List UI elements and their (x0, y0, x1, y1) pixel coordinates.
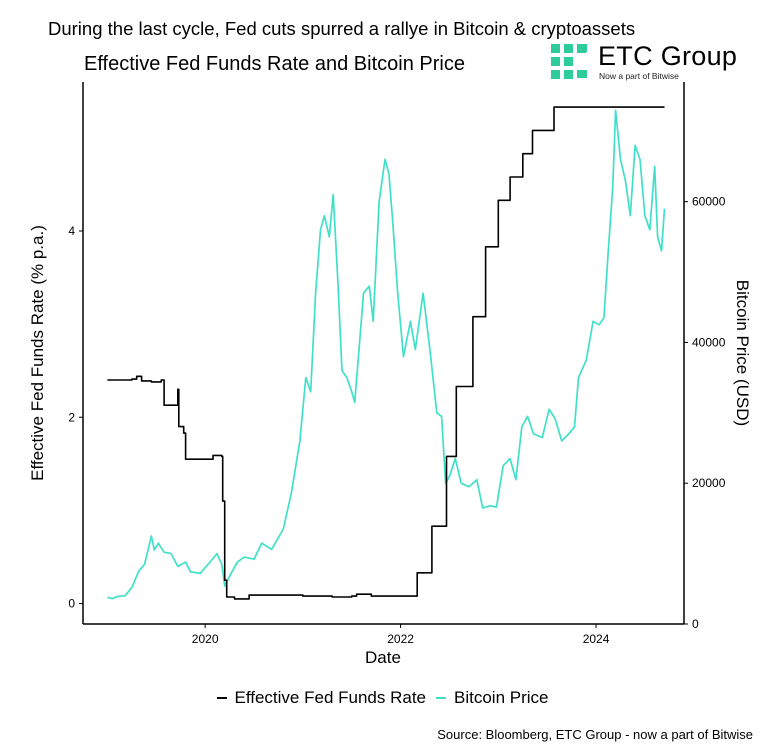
right-y-tick-label: 0 (692, 617, 699, 631)
chart-plot-area: 2020 2022 2024 0 2 4 0 20000 40000 60000 Effectiv… (28, 82, 752, 667)
chart-title: Effective Fed Funds Rate and Bitcoin Pri… (84, 53, 465, 75)
legend-item-fed: Effective Fed Funds Rate (216, 688, 427, 708)
etc-group-logo: ETC Group Now a part of Bitwise (551, 41, 761, 84)
legend-item-btc: Bitcoin Price (436, 688, 549, 708)
right-y-tick-label: 60000 (692, 195, 726, 209)
right-y-axis-label: Bitcoin Price (USD) (733, 280, 752, 426)
headline: During the last cycle, Fed cuts spurred … (48, 18, 636, 39)
source-note: Source: Bloomberg, ETC Group - now a par… (437, 727, 753, 742)
right-y-tick-label: 20000 (692, 476, 726, 490)
fed-funds-rate-line (107, 106, 665, 600)
logo-name: ETC Group (598, 41, 738, 71)
logo-tagline: Now a part of Bitwise (599, 71, 679, 81)
left-y-tick-label: 4 (68, 224, 75, 238)
logo-grid-icon (551, 44, 587, 79)
series-layer (107, 106, 666, 600)
legend-label-fed: Effective Fed Funds Rate (234, 688, 427, 707)
x-tick-label: 2022 (387, 632, 414, 646)
left-y-tick-label: 0 (68, 597, 75, 611)
x-tick-label: 2024 (583, 632, 610, 646)
right-y-tick-label: 40000 (692, 335, 726, 349)
left-y-axis-label: Effective Fed Funds Rate (% p.a.) (28, 225, 47, 481)
axis-ticks: 2020 2022 2024 0 2 4 0 20000 40000 60000 (68, 195, 725, 646)
x-axis-label: Date (365, 648, 401, 667)
left-y-tick-label: 2 (68, 410, 75, 424)
x-tick-label: 2020 (192, 632, 219, 646)
bitcoin-price-line (107, 109, 666, 600)
legend: Effective Fed Funds Rate Bitcoin Price (0, 688, 765, 708)
btc-line-swatch-icon (436, 697, 447, 699)
legend-label-btc: Bitcoin Price (454, 688, 549, 707)
fed-line-swatch-icon (216, 697, 227, 699)
